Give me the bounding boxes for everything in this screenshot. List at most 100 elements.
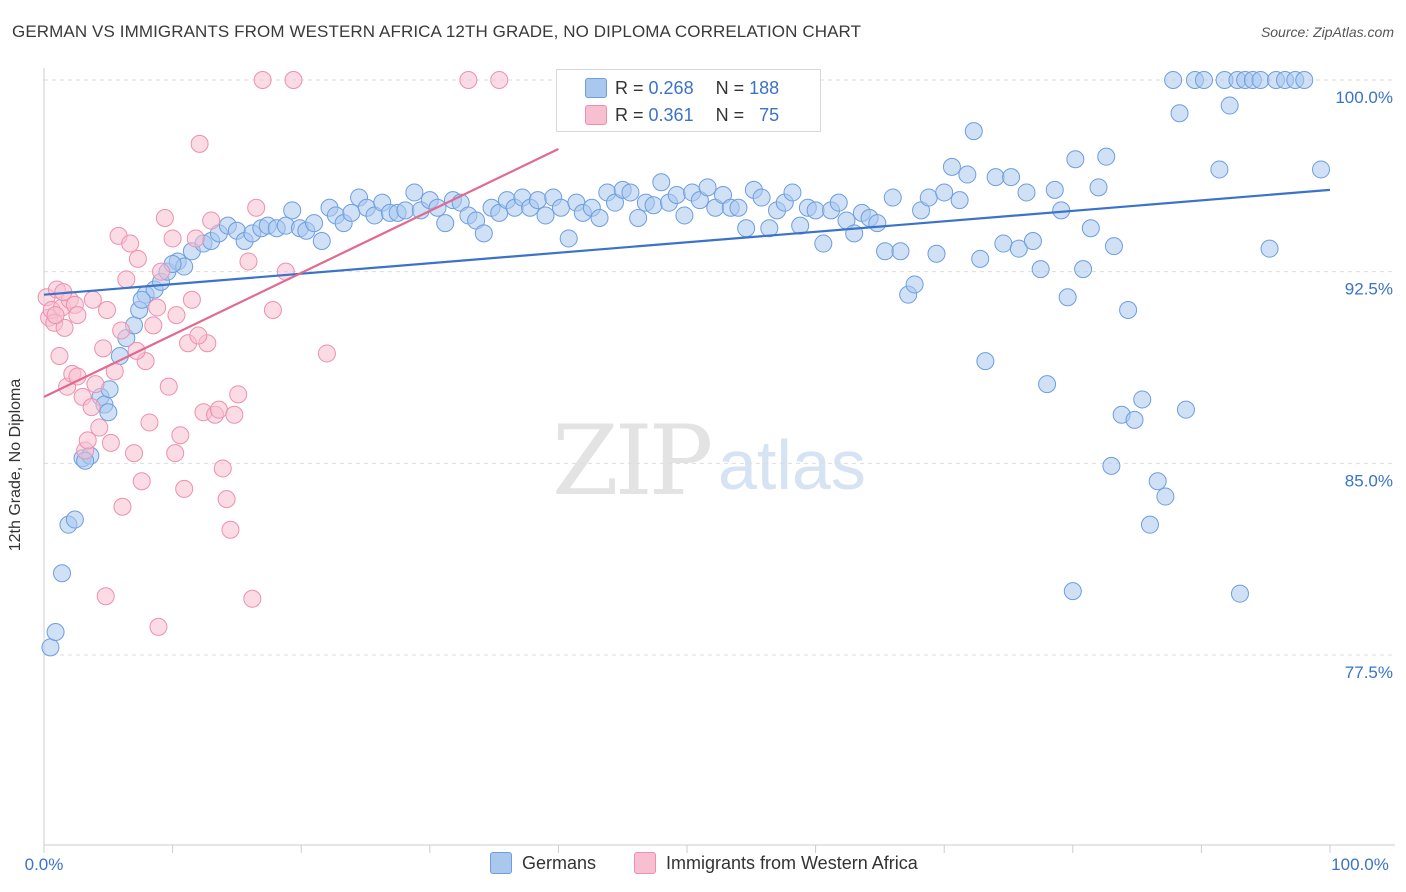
r-value: 0.361 bbox=[648, 104, 694, 125]
data-point-immigrants bbox=[94, 339, 113, 358]
data-point-immigrants bbox=[101, 433, 120, 452]
y-tick-label: 85.0% bbox=[1345, 471, 1393, 490]
data-point-immigrants bbox=[155, 209, 174, 227]
data-point-immigrants bbox=[163, 229, 182, 248]
data-point-immigrants bbox=[128, 249, 147, 268]
data-point-immigrants bbox=[112, 321, 131, 340]
data-point-immigrants bbox=[167, 306, 186, 325]
data-point-germans bbox=[1104, 237, 1123, 256]
data-point-immigrants bbox=[221, 520, 240, 539]
data-point-germans bbox=[1038, 375, 1057, 394]
data-point-germans bbox=[905, 275, 924, 294]
data-point-immigrants bbox=[247, 198, 266, 217]
data-point-germans bbox=[806, 201, 825, 220]
n-label: N = bbox=[715, 104, 745, 125]
data-point-germans bbox=[652, 173, 671, 192]
data-point-germans bbox=[1089, 178, 1108, 197]
data-point-immigrants bbox=[117, 270, 136, 289]
data-point-immigrants bbox=[140, 413, 159, 432]
data-point-germans bbox=[536, 206, 555, 225]
data-point-immigrants bbox=[127, 341, 146, 360]
data-point-germans bbox=[41, 638, 60, 657]
data-point-immigrants bbox=[121, 234, 140, 253]
trend-line-germans bbox=[43, 188, 1331, 296]
data-point-immigrants bbox=[175, 479, 194, 498]
data-point-germans bbox=[883, 188, 902, 207]
data-point-immigrants bbox=[82, 398, 101, 417]
data-point-germans bbox=[1009, 239, 1028, 258]
data-point-germans bbox=[994, 234, 1013, 253]
data-point-germans bbox=[919, 188, 938, 207]
data-point-germans bbox=[1156, 487, 1175, 506]
legend-label-immigrants: Immigrants from Western Africa bbox=[666, 852, 918, 873]
y-axis-label: 12th Grade, No Diploma bbox=[7, 378, 24, 552]
data-point-immigrants bbox=[284, 71, 303, 89]
data-point-germans bbox=[1074, 260, 1093, 279]
data-point-germans bbox=[132, 290, 151, 309]
stats-legend: R = 0.268 N = 188 R = 0.361 N = 75 bbox=[556, 69, 821, 132]
data-point-germans bbox=[1311, 160, 1330, 179]
data-point-immigrants bbox=[189, 326, 208, 345]
data-point-germans bbox=[1125, 410, 1144, 429]
bottom-legend: Germans Immigrants from Western Africa bbox=[0, 852, 1406, 878]
data-point-germans bbox=[1210, 160, 1229, 179]
data-point-germans bbox=[950, 191, 969, 210]
x-tick-label: 0.0% bbox=[25, 855, 64, 874]
data-point-germans bbox=[1140, 515, 1159, 534]
data-point-immigrants bbox=[239, 252, 258, 271]
data-point-immigrants bbox=[317, 344, 336, 363]
data-point-germans bbox=[1081, 219, 1100, 238]
data-point-germans bbox=[46, 623, 65, 641]
data-point-immigrants bbox=[225, 405, 244, 424]
data-point-germans bbox=[1017, 183, 1036, 202]
legend-row-germans: R = 0.268 N = 188 bbox=[615, 76, 779, 100]
data-point-germans bbox=[53, 564, 72, 583]
trend-line-immigrants bbox=[43, 148, 559, 398]
data-point-germans bbox=[868, 214, 887, 233]
data-point-germans bbox=[1102, 456, 1121, 475]
data-point-immigrants bbox=[152, 262, 171, 281]
data-point-germans bbox=[964, 122, 983, 141]
data-point-germans bbox=[667, 186, 686, 204]
data-point-immigrants bbox=[459, 71, 478, 89]
data-point-immigrants bbox=[243, 589, 262, 608]
data-point-immigrants bbox=[90, 418, 109, 437]
data-point-germans bbox=[1058, 288, 1077, 307]
watermark-zip: ZIP bbox=[552, 405, 713, 517]
data-point-germans bbox=[1260, 239, 1279, 258]
legend-swatch-immigrants bbox=[585, 105, 607, 125]
chart-title: GERMAN VS IMMIGRANTS FROM WESTERN AFRICA… bbox=[12, 22, 862, 41]
data-point-germans bbox=[474, 224, 493, 243]
data-point-immigrants bbox=[190, 134, 209, 153]
data-point-germans bbox=[1119, 301, 1138, 319]
n-value: 188 bbox=[749, 77, 780, 98]
data-point-germans bbox=[621, 183, 640, 202]
data-point-germans bbox=[528, 191, 547, 210]
data-point-germans bbox=[559, 229, 578, 248]
data-point-germans bbox=[436, 214, 455, 233]
data-point-immigrants bbox=[86, 375, 105, 394]
data-point-immigrants bbox=[186, 229, 205, 248]
data-point-germans bbox=[1170, 104, 1189, 123]
data-point-immigrants bbox=[490, 71, 509, 89]
n-value: 75 bbox=[759, 104, 780, 125]
watermark-atlas: atlas bbox=[718, 426, 866, 504]
data-point-germans bbox=[675, 206, 694, 225]
legend-item-immigrants[interactable]: Immigrants from Western Africa bbox=[634, 852, 918, 874]
data-point-immigrants bbox=[149, 617, 168, 636]
data-point-germans bbox=[1176, 400, 1195, 419]
data-point-germans bbox=[737, 219, 756, 238]
data-point-germans bbox=[590, 209, 609, 227]
data-point-germans bbox=[65, 510, 84, 529]
data-point-germans bbox=[551, 198, 570, 217]
legend-swatch-germans bbox=[585, 78, 607, 98]
data-point-germans bbox=[729, 198, 748, 217]
data-point-immigrants bbox=[263, 301, 282, 319]
legend-item-germans[interactable]: Germans bbox=[490, 852, 596, 874]
data-point-germans bbox=[958, 165, 977, 184]
data-point-germans bbox=[814, 234, 833, 253]
data-point-germans bbox=[110, 347, 129, 365]
data-point-germans bbox=[698, 178, 717, 197]
data-point-germans bbox=[891, 242, 910, 261]
data-point-immigrants bbox=[96, 587, 115, 606]
